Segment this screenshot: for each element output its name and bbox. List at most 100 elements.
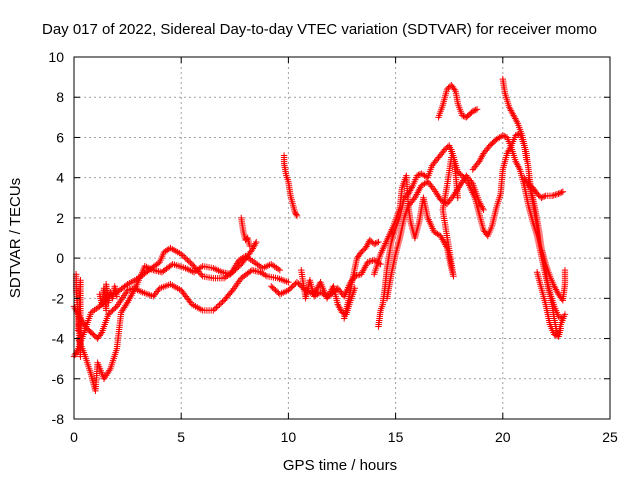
data-point: [447, 195, 455, 203]
data-point: [507, 107, 515, 114]
data-point: [457, 171, 464, 178]
data-point: [478, 203, 485, 210]
data-point: [153, 288, 161, 295]
data-point: [216, 301, 223, 308]
x-tick-label: 10: [281, 429, 297, 445]
data-point: [246, 242, 254, 250]
data-point: [318, 290, 326, 297]
y-tick-label: -4: [52, 331, 65, 347]
data-point: [449, 194, 456, 201]
data-point: [443, 200, 451, 208]
data-point: [353, 272, 360, 279]
data-point: [406, 201, 413, 208]
data-point: [270, 285, 278, 293]
data-point: [182, 255, 189, 262]
chart-title: Day 017 of 2022, Sidereal Day-to-day VTE…: [42, 21, 597, 38]
data-point: [461, 175, 468, 183]
series-track-4: [96, 281, 121, 314]
data-point: [366, 258, 373, 265]
data-point: [107, 308, 115, 315]
data-point: [476, 158, 483, 165]
data-point: [515, 163, 522, 170]
data-point: [506, 105, 514, 113]
data-point: [288, 284, 295, 291]
data-point: [110, 305, 118, 313]
data-point: [405, 190, 412, 197]
data-point: [439, 197, 446, 204]
data-point: [409, 197, 416, 205]
data-point: [250, 243, 257, 251]
data-point: [219, 298, 226, 305]
data-point: [515, 164, 523, 172]
data-point: [97, 330, 104, 338]
data-point: [556, 313, 564, 321]
data-point: [429, 184, 437, 192]
data-point: [239, 254, 246, 262]
data-point: [552, 332, 559, 339]
data-point: [334, 285, 341, 292]
data-point: [439, 149, 446, 156]
data-point: [533, 190, 541, 197]
data-point: [363, 243, 370, 250]
x-tick-label: 25: [602, 429, 618, 445]
y-tick-label: -6: [52, 371, 65, 387]
data-point: [428, 183, 435, 190]
data-point: [456, 169, 463, 177]
series-track-8: [298, 256, 384, 302]
data-point: [293, 212, 301, 220]
data-point: [454, 168, 461, 175]
series-track-5: [238, 214, 254, 250]
data-point: [410, 196, 417, 203]
data-point: [508, 108, 516, 116]
data-point: [512, 116, 520, 124]
data-point: [472, 106, 479, 114]
data-point: [553, 287, 561, 295]
data-point: [71, 351, 79, 359]
y-tick-label: 6: [56, 129, 64, 145]
data-point: [337, 288, 344, 295]
data-point: [359, 247, 366, 254]
data-point: [122, 282, 130, 289]
data-point: [454, 194, 461, 201]
data-point: [320, 291, 327, 298]
data-point: [481, 148, 488, 156]
data-point: [512, 158, 519, 165]
data-point: [187, 259, 194, 266]
data-point: [512, 115, 519, 122]
data-point: [428, 162, 436, 169]
data-point: [285, 279, 292, 286]
data-point: [418, 182, 425, 189]
data-point: [235, 256, 243, 264]
data-point: [370, 240, 378, 248]
data-point: [109, 307, 116, 314]
data-point: [369, 257, 376, 264]
y-tick-label: -2: [52, 290, 65, 306]
data-point: [105, 311, 112, 318]
data-point: [550, 192, 557, 199]
data-point: [446, 197, 453, 204]
series-track-16: [499, 75, 569, 338]
data-point: [364, 258, 371, 266]
data-point: [151, 291, 158, 298]
y-tick-label: 0: [56, 250, 64, 266]
data-point: [164, 246, 171, 254]
data-point: [514, 161, 521, 168]
data-point: [237, 255, 244, 263]
data-point: [291, 208, 299, 216]
data-point: [248, 246, 256, 254]
y-tick-label: 10: [48, 49, 64, 65]
data-point: [358, 248, 365, 256]
data-point: [181, 253, 188, 261]
data-point: [513, 159, 520, 167]
data-point: [443, 85, 451, 93]
data-point: [335, 302, 342, 310]
data-point: [211, 305, 219, 313]
data-point: [427, 181, 434, 189]
data-point: [539, 193, 547, 201]
series-track-13: [435, 81, 481, 121]
data-point: [472, 163, 479, 170]
data-point: [196, 269, 204, 277]
data-point: [434, 230, 441, 238]
data-point: [435, 154, 442, 161]
